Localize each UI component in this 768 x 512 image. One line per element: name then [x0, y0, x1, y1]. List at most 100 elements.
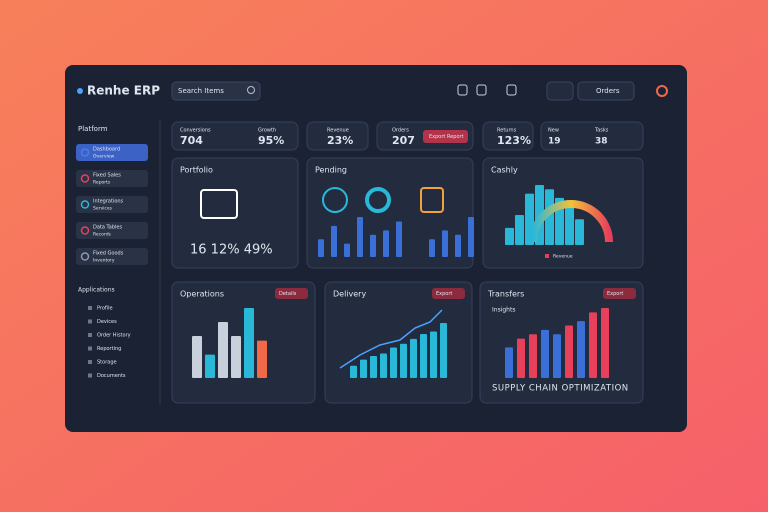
- kpi-value: 19: [548, 137, 561, 147]
- bar: [455, 234, 461, 257]
- app-bullet: [88, 373, 92, 378]
- nav-item[interactable]: [76, 196, 148, 213]
- bar: [420, 334, 427, 378]
- bar: [541, 329, 549, 378]
- toolbar-icon[interactable]: [457, 84, 468, 96]
- bar: [517, 338, 525, 378]
- nav-subtitle: Inventory: [93, 258, 115, 264]
- app-link: Order History: [97, 333, 131, 339]
- bar: [468, 217, 474, 257]
- nav-subtitle: Overview: [93, 154, 115, 160]
- search-placeholder: Search Items: [178, 87, 224, 95]
- gauge-arc: [529, 200, 613, 243]
- bar: [357, 217, 363, 257]
- nav-icon: [80, 148, 90, 157]
- bar: [577, 321, 585, 378]
- bar: [601, 308, 609, 378]
- card: [306, 121, 369, 151]
- card: [324, 281, 473, 404]
- card: [171, 157, 299, 269]
- app-bullet: [88, 346, 92, 351]
- bar: [505, 347, 513, 378]
- app-bullet: [88, 333, 92, 337]
- nav-subtitle: Records: [93, 232, 112, 238]
- trend-line: [339, 309, 443, 369]
- panel-button-label: Export: [436, 291, 452, 297]
- nav-icon: [80, 226, 90, 235]
- toolbar-icon[interactable]: [506, 84, 517, 96]
- kpi-value: 23%: [327, 134, 353, 147]
- panel-stats: 16 12% 49%: [190, 243, 273, 258]
- panel-button[interactable]: [275, 288, 308, 299]
- nav-item[interactable]: [76, 248, 148, 265]
- bar: [383, 230, 389, 257]
- card: [540, 121, 644, 151]
- bar: [331, 225, 337, 257]
- app-link: Reporting: [97, 346, 121, 352]
- bar: [575, 219, 584, 245]
- nav-icon: [80, 200, 90, 209]
- bar: [370, 356, 377, 378]
- network-icon: [420, 187, 444, 213]
- donut-icon: [365, 187, 391, 213]
- app-link: Storage: [97, 360, 117, 366]
- bar: [231, 336, 241, 378]
- kpi-value: 704: [180, 134, 203, 147]
- app-link: Documents: [97, 373, 126, 379]
- nav-item[interactable]: [76, 222, 148, 239]
- panel-title: Portfolio: [180, 166, 213, 175]
- kpi-button[interactable]: [423, 130, 468, 143]
- quick-action[interactable]: [546, 81, 574, 101]
- panel-button[interactable]: [603, 288, 636, 299]
- bar: [257, 340, 267, 378]
- panel-subtitle: Insights: [492, 307, 515, 314]
- nav-title: Integrations: [93, 199, 124, 205]
- nav-item[interactable]: [76, 170, 148, 187]
- account-button[interactable]: [577, 81, 635, 101]
- bar: [396, 221, 402, 257]
- kpi-value: 123%: [497, 134, 531, 147]
- panel-title: Transfers: [487, 290, 524, 299]
- globe-icon: [322, 187, 348, 213]
- bar: [370, 234, 376, 257]
- panel-title: Delivery: [333, 290, 366, 299]
- toolbar-icon[interactable]: [476, 84, 487, 96]
- app-bullet: [88, 319, 92, 324]
- account-label: Orders: [596, 87, 620, 95]
- briefcase-icon: [200, 189, 238, 219]
- app-bullet: [88, 306, 92, 310]
- panel-button[interactable]: [432, 288, 465, 299]
- apps-heading: Applications: [78, 287, 115, 294]
- kpi-label: New: [548, 128, 559, 134]
- bar: [344, 243, 350, 257]
- bar: [390, 347, 397, 378]
- bar: [244, 308, 254, 378]
- bar: [205, 354, 215, 378]
- nav-item[interactable]: [76, 144, 148, 161]
- app-bullet: [88, 360, 92, 364]
- nav-title: Fixed Sales: [93, 173, 121, 179]
- bar: [442, 230, 448, 257]
- search-box[interactable]: [171, 81, 261, 101]
- bar: [430, 331, 437, 378]
- nav-title: Fixed Goods: [93, 251, 124, 257]
- bar: [505, 227, 514, 245]
- bar: [565, 325, 573, 378]
- search-icon: [247, 86, 255, 94]
- bar: [589, 312, 597, 378]
- nav-icon: [80, 252, 90, 261]
- bar: [515, 215, 524, 245]
- panel-button-label: Details: [279, 291, 297, 297]
- avatar[interactable]: [656, 85, 668, 97]
- kpi-button-label: Export Report: [429, 134, 464, 140]
- card: [482, 121, 534, 151]
- bar: [380, 353, 387, 378]
- bar: [429, 239, 435, 257]
- app-link: Devices: [97, 319, 117, 325]
- brand-icon: [77, 88, 83, 94]
- panel-caption: SUPPLY CHAIN OPTIMIZATION: [492, 384, 629, 394]
- kpi-label: Tasks: [594, 128, 609, 134]
- panel-title: Operations: [180, 290, 224, 299]
- bar: [192, 336, 202, 378]
